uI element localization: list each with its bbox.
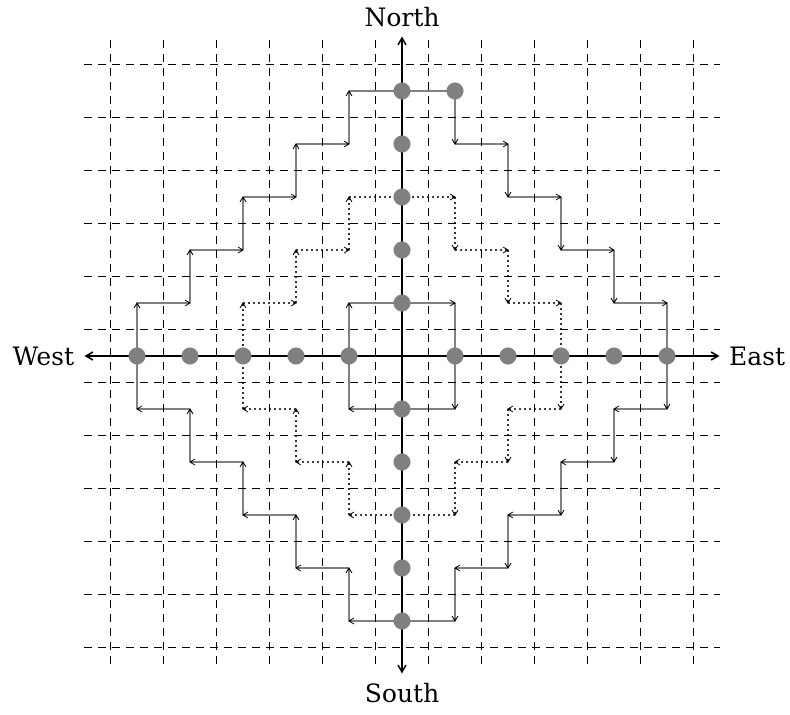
south-dot: [393, 559, 411, 577]
west-dot: [181, 347, 199, 365]
south-dot: [393, 506, 411, 524]
east-label: East: [729, 342, 785, 371]
west-dot: [128, 347, 146, 365]
east-dot: [605, 347, 623, 365]
compass-axes: [84, 36, 720, 674]
north-dot: [393, 135, 411, 153]
grid-dots: [128, 82, 676, 630]
west-label: West: [13, 342, 74, 371]
north-dot: [393, 188, 411, 206]
north-label: North: [364, 3, 439, 32]
east-dot: [658, 347, 676, 365]
south-dot: [393, 453, 411, 471]
north-dot: [393, 294, 411, 312]
north-dot: [393, 241, 411, 259]
south-dot: [393, 400, 411, 418]
west-dot: [234, 347, 252, 365]
west-dot: [287, 347, 305, 365]
step-paths: [133, 87, 671, 625]
east-dot: [446, 347, 464, 365]
south-label: South: [365, 679, 439, 708]
west-dot: [340, 347, 358, 365]
south-dot: [393, 612, 411, 630]
north-dot: [393, 82, 411, 100]
extra-dot: [446, 82, 464, 100]
east-dot: [552, 347, 570, 365]
east-dot: [499, 347, 517, 365]
